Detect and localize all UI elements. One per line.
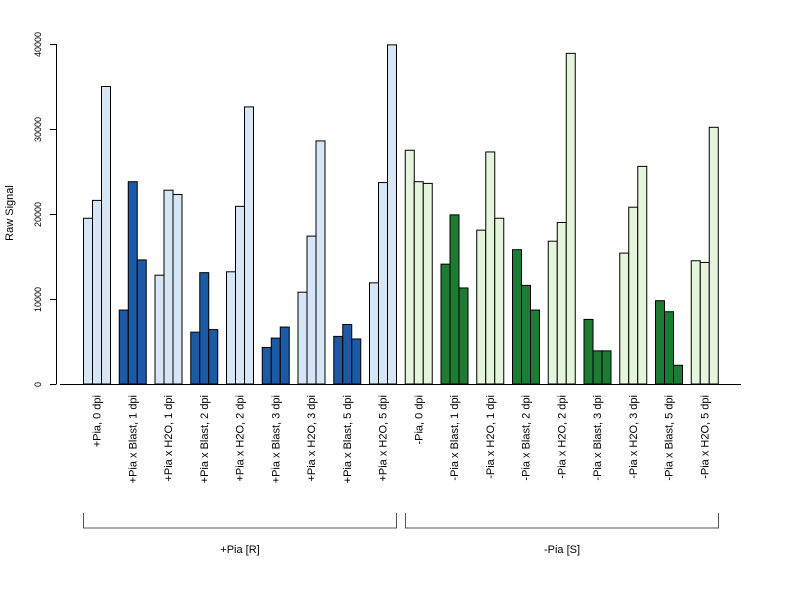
y-axis: 0 10000 20000 30000 40000 (33, 32, 57, 387)
y-tick-label: 10000 (33, 287, 43, 312)
bar (628, 206, 639, 385)
bar (556, 222, 567, 385)
category-label: +Pia x Blast, 1 dpi (127, 395, 139, 483)
category-label: +Pia x Blast, 3 dpi (270, 395, 282, 483)
bar (83, 217, 93, 385)
bar (690, 260, 701, 385)
bar (530, 309, 540, 385)
bar (244, 106, 254, 385)
bar (101, 86, 111, 385)
bar (673, 364, 683, 385)
category-label: +Pia x Blast, 5 dpi (342, 395, 354, 483)
bar (199, 272, 210, 385)
bar (378, 182, 388, 385)
bar (592, 350, 603, 385)
bar (440, 263, 451, 385)
category-label: -Pia x Blast, 3 dpi (592, 395, 604, 481)
bar (512, 249, 522, 385)
bar (172, 193, 183, 385)
bar (619, 252, 630, 385)
y-axis-title: Raw Signal (4, 185, 16, 241)
category-label: +Pia x Blast, 2 dpi (199, 395, 211, 483)
category-label: -Pia x Blast, 1 dpi (449, 395, 461, 481)
bars-layer (83, 44, 719, 385)
bar (485, 151, 496, 385)
bar (601, 350, 612, 385)
bar (494, 217, 505, 385)
category-label: -Pia x Blast, 2 dpi (521, 395, 533, 481)
bar (315, 140, 326, 385)
bar (154, 274, 165, 385)
y-tick-label: 30000 (33, 117, 43, 142)
bar (404, 149, 415, 385)
bar (351, 338, 362, 385)
bar (279, 326, 290, 385)
category-label: -Pia x H2O, 2 dpi (556, 395, 568, 479)
y-tick-label: 20000 (33, 202, 43, 227)
bar (136, 259, 147, 385)
bar (208, 329, 219, 385)
bar (261, 346, 272, 385)
bar (306, 235, 317, 385)
group-label: +Pia [R] (220, 544, 259, 556)
y-tick-label: 40000 (33, 32, 43, 57)
bar (342, 324, 353, 385)
category-label: +Pia, 0 dpi (92, 395, 104, 447)
category-label: -Pia, 0 dpi (413, 395, 425, 445)
bar (565, 52, 576, 385)
category-label: -Pia x H2O, 5 dpi (699, 395, 711, 479)
category-label: +Pia x H2O, 3 dpi (306, 395, 318, 482)
bar (118, 309, 129, 385)
bar (190, 331, 201, 385)
category-label: +Pia x H2O, 5 dpi (378, 395, 390, 482)
bar (333, 335, 344, 385)
category-label: -Pia x H2O, 1 dpi (485, 395, 497, 479)
bar (297, 291, 308, 385)
category-label: -Pia x H2O, 3 dpi (628, 395, 640, 479)
group-label: -Pia [S] (544, 544, 580, 556)
bar (369, 282, 379, 385)
bar (92, 199, 102, 385)
bar (637, 165, 648, 385)
bar (458, 287, 469, 385)
category-label: -Pia x Blast, 5 dpi (664, 395, 676, 481)
group-brackets: +Pia [R] -Pia [S] (83, 513, 719, 556)
group-bracket (405, 513, 719, 529)
bar (547, 240, 558, 385)
category-label: +Pia x H2O, 2 dpi (235, 395, 247, 482)
bar (655, 300, 665, 385)
bar (226, 271, 236, 385)
bar (699, 261, 710, 385)
bar (270, 337, 281, 385)
bar (449, 214, 460, 385)
bar (476, 229, 487, 385)
group-bracket (83, 513, 397, 529)
bar (235, 205, 245, 385)
bar (422, 182, 433, 385)
bar (583, 318, 594, 385)
bar (163, 189, 174, 385)
bar (387, 44, 397, 385)
category-labels: +Pia, 0 dpi +Pia x Blast, 1 dpi +Pia x H2O… (92, 395, 712, 483)
bar (413, 181, 424, 385)
bar (708, 126, 719, 385)
bar (127, 181, 138, 385)
bar (664, 311, 674, 385)
y-tick-label: 0 (33, 382, 43, 387)
category-label: +Pia x H2O, 1 dpi (163, 395, 175, 482)
bar (521, 284, 531, 385)
